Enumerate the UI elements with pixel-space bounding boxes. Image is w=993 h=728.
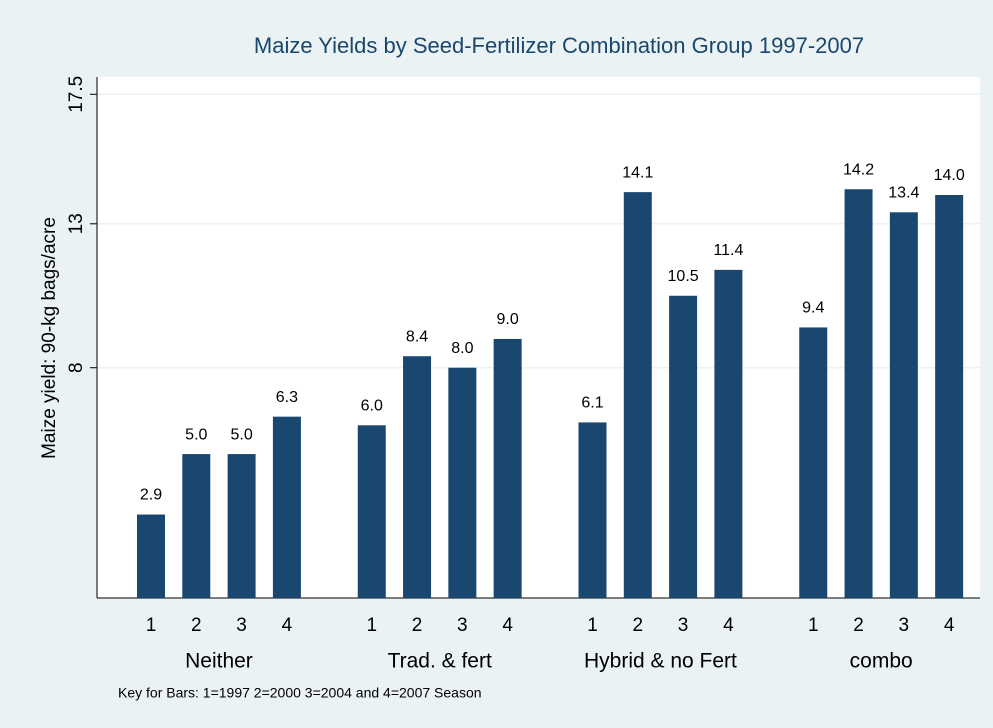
value-label: 14.1 — [622, 164, 653, 181]
x-tick-label: 1 — [587, 615, 598, 636]
x-tick-label: 2 — [853, 615, 864, 636]
bar — [799, 327, 828, 598]
bar — [137, 514, 165, 598]
y-tick-label: 17.5 — [66, 76, 87, 113]
x-tick-label: 2 — [633, 615, 644, 636]
value-label: 11.4 — [713, 242, 743, 259]
bar — [272, 416, 301, 598]
bar — [448, 367, 477, 598]
x-tick-label: 1 — [808, 615, 819, 636]
group-label: Trad. & fert — [388, 650, 492, 673]
value-label: 13.4 — [888, 185, 919, 202]
bar — [182, 454, 211, 598]
x-tick-label: 4 — [723, 615, 734, 636]
x-tick-label: 4 — [944, 615, 955, 636]
bar — [403, 356, 432, 598]
group-label: Neither — [185, 650, 253, 673]
x-tick-label: 3 — [678, 615, 689, 636]
y-tick-label: 13 — [66, 213, 87, 234]
value-label: 8.4 — [406, 328, 428, 345]
x-tick-label: 3 — [457, 615, 468, 636]
bar — [935, 195, 964, 598]
x-tick-label: 1 — [366, 615, 377, 636]
y-tick-label: 8 — [66, 362, 87, 373]
x-tick-label: 4 — [502, 615, 513, 636]
value-label: 8.0 — [451, 340, 473, 357]
bar — [623, 192, 652, 598]
bar — [669, 295, 698, 598]
value-label: 10.5 — [668, 268, 699, 285]
group-label: Hybrid & no Fert — [584, 650, 737, 673]
value-label: 2.9 — [140, 487, 162, 504]
bar — [227, 454, 256, 598]
x-tick-label: 3 — [236, 615, 247, 636]
value-label: 6.3 — [276, 389, 298, 406]
y-axis-title: Maize yield: 90-kg bags/acre — [39, 217, 60, 459]
group-label: combo — [850, 650, 913, 673]
value-label: 14.0 — [934, 167, 965, 184]
bar — [578, 422, 607, 598]
bar — [844, 189, 873, 598]
bar — [493, 338, 522, 598]
bar — [357, 425, 386, 598]
value-label: 9.0 — [497, 311, 519, 328]
footnote: Key for Bars: 1=1997 2=2000 3=2004 and 4… — [118, 685, 482, 701]
x-tick-label: 2 — [412, 615, 423, 636]
value-label: 6.0 — [361, 398, 383, 415]
x-tick-label: 4 — [282, 615, 293, 636]
value-label: 6.1 — [581, 395, 603, 412]
x-tick-label: 2 — [191, 615, 202, 636]
bar — [889, 212, 918, 598]
value-label: 5.0 — [230, 426, 252, 443]
value-label: 14.2 — [843, 161, 874, 178]
bar — [714, 269, 743, 598]
x-tick-label: 1 — [146, 615, 157, 636]
value-label: 9.4 — [802, 300, 824, 317]
value-label: 5.0 — [185, 426, 207, 443]
x-tick-label: 3 — [899, 615, 910, 636]
chart-title: Maize Yields by Seed-Fertilizer Combinat… — [254, 33, 864, 58]
